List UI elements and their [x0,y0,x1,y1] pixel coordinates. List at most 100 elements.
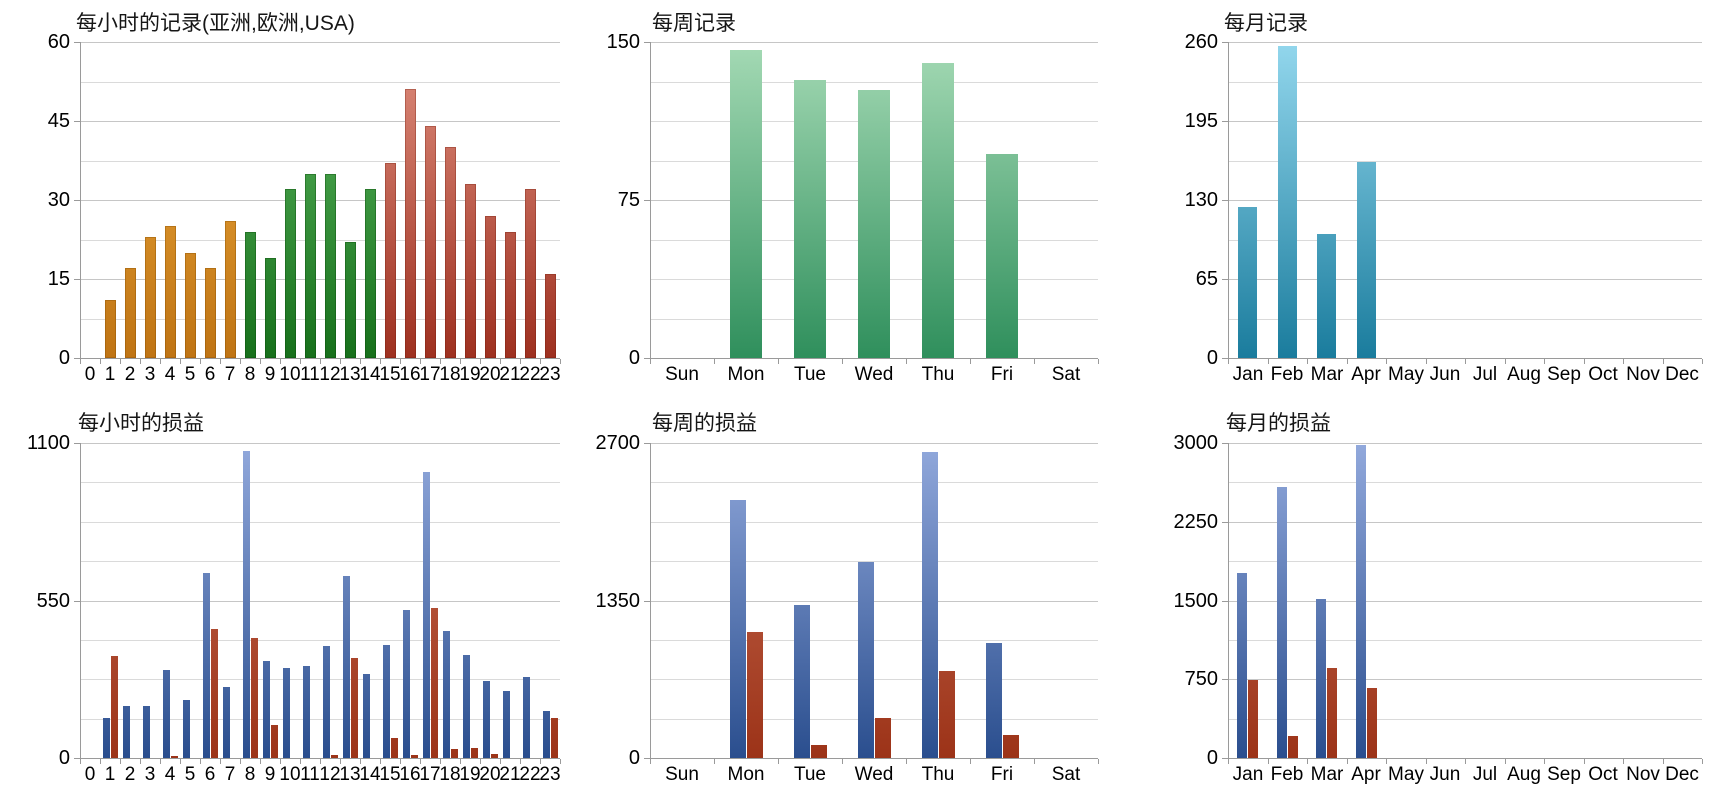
bar-16-记录 [405,89,416,358]
x-axis-label: Jun [1429,764,1461,785]
bar-Feb-盈利 [1277,487,1287,758]
bar-12-盈利 [323,646,330,758]
x-axis-tick [1098,759,1099,764]
bar-Tue-盈利 [794,605,810,758]
gridline [1228,279,1702,280]
bar-Thu-亏损 [939,671,955,758]
y-axis [80,443,81,762]
x-axis-tick [1228,359,1229,364]
x-axis-tick [300,759,301,764]
x-axis-label: Feb [1270,764,1304,785]
bar-20-记录 [485,216,496,358]
x-axis-label: Tue [793,764,827,785]
y-axis-label: 0 [628,347,640,369]
bar-22-盈利 [523,677,530,758]
x-axis-tick [80,359,81,364]
bar-12-记录 [325,174,336,358]
x-axis-tick [240,359,241,364]
x-axis-label: Wed [854,364,894,385]
bar-23-亏损 [551,718,558,758]
x-axis-label: 5 [184,364,196,385]
gridline [80,561,560,562]
y-axis-tick [1222,443,1228,444]
x-axis [650,358,1098,359]
x-axis-tick [380,759,381,764]
x-axis-label: Thu [921,364,955,385]
x-axis-tick [778,759,779,764]
gridline [650,482,1098,483]
bar-11-盈利 [303,666,310,758]
x-axis-label: Dec [1665,764,1699,785]
bar-19-记录 [465,184,476,358]
x-axis-label: Sep [1547,364,1581,385]
x-axis-label: Sun [665,364,699,385]
bar-8-盈利 [243,451,250,758]
x-axis-label: 9 [264,764,276,785]
x-axis-tick [440,759,441,764]
y-axis-tick [644,443,650,444]
x-axis-tick [340,759,341,764]
x-axis-tick [540,759,541,764]
plot-area: 0 750 1500 2250 3000 Jan Feb Mar Apr May Jun Jul Aug… [1174,432,1703,785]
x-axis-tick [400,359,401,364]
y-axis-tick [74,200,80,201]
y-axis-label: 1500 [1173,590,1219,612]
x-axis-tick [160,359,161,364]
bar-15-亏损 [391,738,398,758]
x-axis-tick [1034,759,1035,764]
bar-16-盈利 [403,610,410,758]
gridline [1228,121,1702,122]
x-axis-label: 14 [359,764,381,785]
gridline [1228,42,1702,43]
x-axis-label: 10 [279,364,301,385]
bar-6-记录 [205,268,216,358]
x-axis-tick [520,359,521,364]
gridline [80,640,560,641]
bar-Tue-记录 [794,80,826,358]
bar-Tue-亏损 [811,745,827,758]
x-axis-tick [200,359,201,364]
bar-13-记录 [345,242,356,358]
x-axis-tick [1663,759,1664,764]
x-axis-label: 8 [244,764,256,785]
x-axis-tick [460,759,461,764]
y-axis-label: 130 [1184,189,1218,211]
bar-13-亏损 [351,658,358,758]
bar-12-亏损 [331,755,338,758]
x-axis-label: 21 [499,764,521,785]
bar-14-盈利 [363,674,370,758]
y-axis-label: 1100 [26,432,70,454]
x-axis-tick [320,759,321,764]
x-axis-label: 11 [300,764,320,785]
x-axis-label: 3 [144,364,156,385]
bar-Mon-记录 [730,50,762,358]
x-axis-label: 20 [479,364,501,385]
x-axis-tick [1544,359,1545,364]
x-axis-tick [1465,359,1466,364]
y-axis-tick [1222,358,1228,359]
gridline [650,601,1098,602]
x-axis-tick [360,359,361,364]
x-axis-label: 4 [164,364,176,385]
gridline [80,522,560,523]
x-axis-tick [440,359,441,364]
gridline [1228,522,1702,523]
bar-8-亏损 [251,638,258,758]
y-axis-label: 45 [47,110,70,132]
x-axis-tick [650,759,651,764]
gridline [650,640,1098,641]
bar-17-亏损 [431,608,438,758]
bar-8-记录 [245,232,256,358]
x-axis-label: Oct [1588,764,1618,785]
bar-7-记录 [225,221,236,358]
x-axis-tick [1544,759,1545,764]
x-axis-label: Oct [1588,364,1618,385]
bar-4-记录 [165,226,176,358]
x-axis-label: Aug [1507,764,1541,785]
x-axis-label: Feb [1270,364,1304,385]
x-axis-label: Sun [665,764,699,785]
y-axis-label: 260 [1184,31,1218,53]
y-axis-tick [644,758,650,759]
x-axis-tick [120,359,121,364]
bar-16-亏损 [411,755,418,758]
